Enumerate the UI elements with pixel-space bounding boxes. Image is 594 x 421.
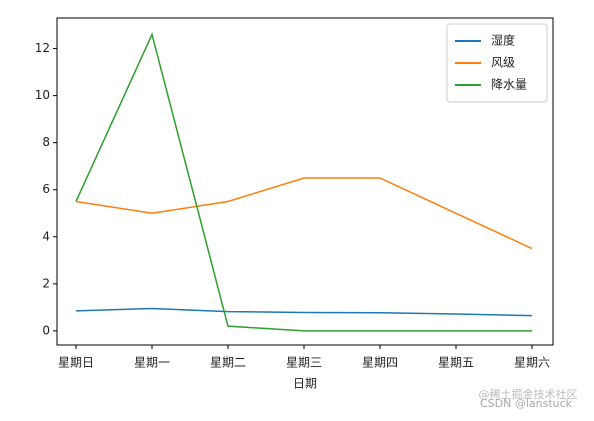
plot-frame <box>56 17 554 346</box>
y-tick-label: 2 <box>42 276 50 290</box>
legend-label: 降水量 <box>491 78 527 92</box>
x-tick-label: 星期二 <box>210 356 246 370</box>
legend-label: 湿度 <box>491 33 515 48</box>
x-axis-label: 日期 <box>293 377 317 391</box>
y-tick-label: 0 <box>42 323 50 337</box>
series-line <box>75 307 533 317</box>
y-tick-label: 12 <box>35 41 50 55</box>
y-tick-label: 4 <box>42 229 50 243</box>
watermark: CSDN @lanstuck <box>480 397 573 410</box>
legend-label: 风级 <box>491 56 515 70</box>
y-tick-label: 8 <box>42 135 50 149</box>
x-tick-label: 星期六 <box>514 356 550 370</box>
y-tick-label: 6 <box>42 182 50 196</box>
x-tick-label: 星期三 <box>286 356 322 370</box>
y-tick-label: 10 <box>35 88 50 102</box>
x-tick-label: 星期日 <box>58 356 94 370</box>
watermark: @稀土掘金技术社区 <box>479 387 578 401</box>
legend-box <box>446 23 548 103</box>
x-tick-label: 星期四 <box>362 356 398 370</box>
x-tick-label: 星期一 <box>134 356 170 370</box>
x-tick-label: 星期五 <box>438 356 474 370</box>
series-line <box>75 32 532 332</box>
series-line <box>75 177 533 250</box>
